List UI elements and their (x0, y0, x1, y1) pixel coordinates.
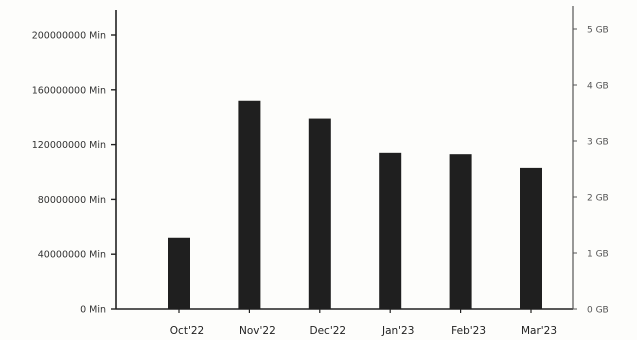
bar (379, 152, 402, 309)
y-axis-right-ticks: 0 GB 1 GB 2 GB 3 GB 4 GB 5 GB (573, 26, 609, 316)
y-tick-label: 0 Min (80, 305, 106, 316)
y2-tick-label: 1 GB (587, 250, 609, 260)
y-tick-label: 80000000 Min (38, 195, 106, 206)
bar (168, 237, 190, 309)
x-tick-label: Mar'23 (521, 325, 557, 337)
y-tick-label: 160000000 Min (32, 85, 106, 96)
bar (520, 167, 542, 309)
y2-tick-label: 5 GB (587, 26, 609, 36)
y2-tick-label: 4 GB (587, 82, 609, 92)
y2-tick-label: 3 GB (587, 138, 609, 148)
x-axis-categories: Oct'22 Nov'22 Dec'22 Jan'23 Feb'23 Mar'23 (170, 309, 557, 337)
bar-series (168, 100, 542, 309)
y2-tick-label: 2 GB (587, 194, 609, 204)
bar (238, 100, 261, 309)
x-tick-label: Nov'22 (239, 325, 276, 337)
y-tick-label: 120000000 Min (32, 140, 106, 151)
x-tick-label: Feb'23 (451, 325, 486, 337)
y-tick-label: 40000000 Min (38, 250, 106, 261)
y2-tick-label: 0 GB (587, 306, 609, 316)
x-tick-label: Oct'22 (170, 325, 204, 337)
x-tick-label: Dec'22 (310, 325, 347, 337)
bar (449, 154, 472, 309)
y-axis-left-ticks: 0 Min 40000000 Min 80000000 Min 120000000 M… (32, 31, 116, 316)
y-tick-label: 200000000 Min (32, 31, 106, 42)
x-tick-label: Jan'23 (381, 325, 414, 337)
bar (308, 118, 331, 309)
